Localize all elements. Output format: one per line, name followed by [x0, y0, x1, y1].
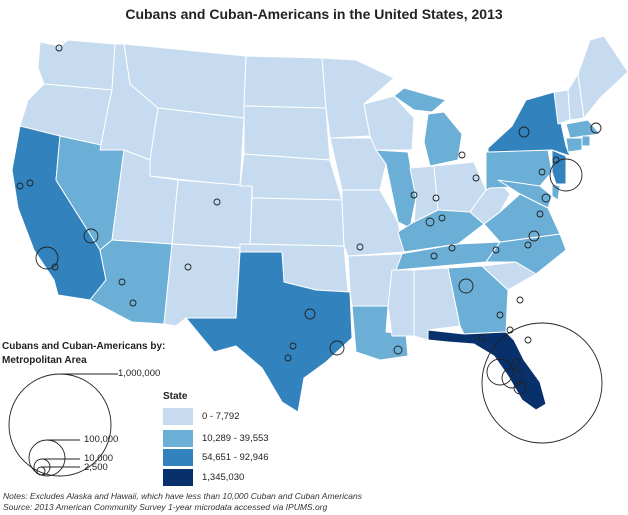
state-legend-title: State: [163, 391, 188, 402]
metro-circle: [329, 340, 345, 356]
metro-circle: [492, 246, 500, 254]
metro-circle: [35, 246, 59, 270]
legend-label: 0 - 7,792: [202, 411, 240, 422]
legend-swatch: [163, 408, 193, 425]
state-colorado: [171, 179, 253, 249]
notes-line1: Notes: Excludes Alaska and Hawaii, which…: [3, 491, 362, 501]
metro-circle: [304, 308, 316, 320]
metro-circle: [524, 336, 532, 344]
state-new-york: [487, 91, 571, 157]
legend-label: 54,651 - 92,946: [202, 452, 269, 463]
metro-circle: [458, 278, 474, 294]
metro-circle: [518, 126, 530, 138]
metro-circle: [478, 334, 486, 342]
state-north-dakota: [243, 55, 327, 109]
state-wyoming: [149, 107, 245, 187]
state-new-mexico: [163, 243, 241, 327]
size-legend-symbols: [8, 373, 118, 477]
metro-circle: [496, 311, 504, 319]
metro-circle: [481, 322, 603, 444]
metro-circle: [549, 158, 583, 192]
metro-circle: [458, 151, 466, 159]
state-connecticut: [565, 137, 583, 153]
state-kansas: [249, 197, 345, 247]
legend-swatch: [163, 430, 193, 447]
size-label-100000: 100,000: [84, 434, 119, 445]
metro-circle: [425, 217, 435, 227]
metro-legend-title-line1: Cubans and Cuban-Americans by:: [2, 341, 166, 352]
state-legend-row: 1,345,030: [163, 469, 244, 486]
size-label-2500: 2,500: [84, 462, 108, 473]
metro-circle: [51, 263, 59, 271]
state-michigan: [423, 111, 463, 167]
metro-legend-title: Cubans and Cuban-Americans by: Metropoli…: [2, 340, 172, 368]
state-florida: [427, 329, 547, 411]
metro-circle: [213, 198, 221, 206]
state-south-dakota: [243, 105, 331, 161]
notes-source: Source: 2013 American Community Survey 1…: [3, 502, 328, 512]
metro-circle: [512, 358, 520, 366]
metro-legend-title-line2: Metropolitan Area: [2, 355, 87, 366]
state-new-jersey: [551, 149, 567, 185]
state-texas: [185, 251, 353, 413]
state-nebraska: [239, 153, 343, 201]
metro-circle: [513, 381, 527, 395]
state-rhode-island: [581, 135, 591, 147]
map-title: Cubans and Cuban-Americans in the United…: [125, 6, 503, 22]
metro-circle: [356, 243, 364, 251]
size-label-10000: 10,000: [84, 453, 114, 464]
metro-circle: [552, 156, 560, 164]
metro-circle: [590, 122, 602, 134]
metro-circle: [16, 182, 24, 190]
metro-circle: [528, 230, 540, 242]
metro-circle: [448, 244, 456, 252]
metro-circle: [83, 228, 99, 244]
metro-circle: [118, 278, 126, 286]
metro-circle: [438, 214, 446, 222]
metro-circle: [393, 345, 403, 355]
metro-circle: [26, 179, 34, 187]
state-missouri: [341, 189, 405, 257]
metro-circle: [536, 210, 544, 218]
state-maine: [577, 35, 628, 119]
metro-circle: [432, 194, 440, 202]
state-mississippi: [387, 269, 415, 337]
metro-circle: [184, 263, 192, 271]
state-washington: [37, 39, 116, 91]
metro-circle: [486, 358, 514, 386]
metro-circle: [284, 354, 292, 362]
legend-label: 10,289 - 39,553: [202, 433, 269, 444]
state-layer: [11, 35, 628, 413]
state-legend-row: 10,289 - 39,553: [163, 430, 269, 447]
size-label-1000000: 1,000,000: [118, 368, 161, 379]
metro-circle: [129, 299, 137, 307]
metro-circle: [506, 326, 514, 334]
metro-circle: [516, 296, 524, 304]
metro-circle: [55, 44, 63, 52]
legend-swatch: [163, 469, 193, 486]
state-delaware: [551, 183, 561, 201]
metro-circle: [538, 168, 546, 176]
state-legend-row: 0 - 7,792: [163, 408, 240, 425]
legend-swatch: [163, 449, 193, 466]
metro-circle: [472, 174, 480, 182]
metro-circle: [524, 241, 532, 249]
state-maryland: [497, 179, 553, 209]
metro-circle: [430, 252, 438, 260]
metro-layer: [16, 44, 603, 444]
state-iowa: [329, 137, 387, 191]
metro-circle: [410, 191, 418, 199]
state-louisiana: [351, 305, 409, 361]
legend-label: 1,345,030: [202, 472, 245, 483]
notes: Notes: Excludes Alaska and Hawaii, which…: [3, 491, 362, 513]
state-michigan-upper: [393, 87, 447, 113]
metro-circle: [501, 367, 523, 389]
metro-circle: [541, 193, 551, 203]
state-massachusetts: [565, 119, 601, 139]
state-legend-row: 54,651 - 92,946: [163, 449, 269, 466]
metro-circle: [289, 342, 297, 350]
